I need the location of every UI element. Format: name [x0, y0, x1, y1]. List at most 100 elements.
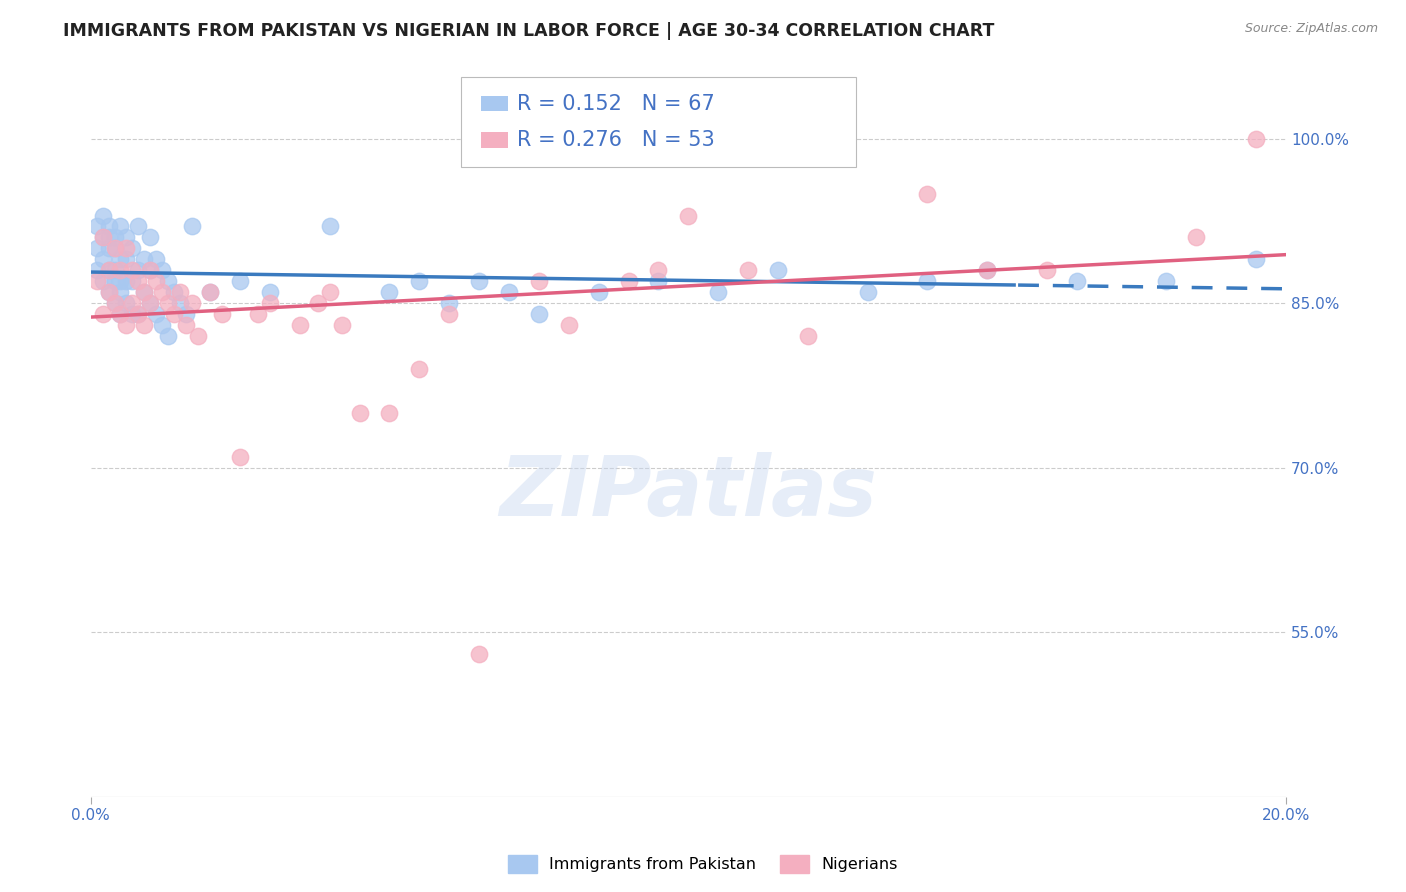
Point	[127, 307, 149, 321]
Point	[139, 263, 162, 277]
Point	[157, 274, 180, 288]
Point	[121, 296, 143, 310]
Point	[150, 263, 173, 277]
Point	[1244, 132, 1267, 146]
Point	[163, 285, 186, 300]
Point	[527, 274, 550, 288]
Point	[198, 285, 221, 300]
Point	[181, 296, 204, 310]
Point	[1036, 263, 1059, 277]
Point	[1244, 252, 1267, 267]
Point	[134, 285, 156, 300]
Point	[103, 241, 125, 255]
Point	[139, 296, 162, 310]
Point	[1066, 274, 1088, 288]
Point	[145, 307, 167, 321]
Point	[127, 274, 149, 288]
Point	[134, 318, 156, 333]
Point	[181, 219, 204, 234]
Point	[110, 252, 132, 267]
Point	[187, 329, 209, 343]
Point	[558, 318, 581, 333]
Point	[103, 241, 125, 255]
Point	[121, 274, 143, 288]
Point	[307, 296, 329, 310]
Text: R = 0.152   N = 67: R = 0.152 N = 67	[517, 94, 716, 113]
Point	[174, 307, 197, 321]
Point	[647, 263, 669, 277]
Point	[174, 318, 197, 333]
FancyBboxPatch shape	[481, 95, 508, 112]
Point	[349, 406, 371, 420]
Point	[97, 285, 120, 300]
Text: IMMIGRANTS FROM PAKISTAN VS NIGERIAN IN LABOR FORCE | AGE 30-34 CORRELATION CHAR: IMMIGRANTS FROM PAKISTAN VS NIGERIAN IN …	[63, 22, 994, 40]
Point	[378, 406, 401, 420]
Point	[121, 241, 143, 255]
Point	[97, 219, 120, 234]
Point	[91, 307, 114, 321]
Point	[110, 219, 132, 234]
Point	[1185, 230, 1208, 244]
Point	[588, 285, 610, 300]
Point	[408, 362, 430, 376]
Point	[127, 307, 149, 321]
Point	[318, 285, 340, 300]
Point	[91, 252, 114, 267]
Point	[917, 274, 939, 288]
Point	[145, 274, 167, 288]
Point	[246, 307, 269, 321]
Point	[91, 274, 114, 288]
Point	[103, 263, 125, 277]
Point	[976, 263, 998, 277]
Point	[707, 285, 730, 300]
Point	[86, 274, 108, 288]
Point	[737, 263, 759, 277]
Point	[797, 329, 820, 343]
Point	[288, 318, 311, 333]
Point	[91, 230, 114, 244]
Text: Source: ZipAtlas.com: Source: ZipAtlas.com	[1244, 22, 1378, 36]
Point	[766, 263, 789, 277]
Text: ZIPatlas: ZIPatlas	[499, 452, 877, 533]
Point	[157, 296, 180, 310]
Point	[134, 285, 156, 300]
Point	[439, 296, 461, 310]
Point	[115, 252, 138, 267]
Point	[115, 241, 138, 255]
Point	[110, 285, 132, 300]
FancyBboxPatch shape	[481, 132, 508, 148]
Point	[91, 230, 114, 244]
Point	[103, 296, 125, 310]
Point	[110, 274, 132, 288]
Point	[127, 263, 149, 277]
Point	[86, 219, 108, 234]
Point	[617, 274, 640, 288]
Point	[110, 263, 132, 277]
Point	[139, 263, 162, 277]
Point	[115, 230, 138, 244]
Point	[439, 307, 461, 321]
Point	[211, 307, 233, 321]
Point	[115, 274, 138, 288]
Point	[259, 296, 281, 310]
Point	[468, 274, 491, 288]
Point	[150, 318, 173, 333]
Point	[976, 263, 998, 277]
Point	[115, 318, 138, 333]
Point	[97, 263, 120, 277]
Point	[103, 274, 125, 288]
Point	[97, 263, 120, 277]
Point	[229, 450, 252, 464]
Point	[527, 307, 550, 321]
Point	[856, 285, 879, 300]
Point	[259, 285, 281, 300]
Point	[169, 296, 191, 310]
Point	[110, 307, 132, 321]
Point	[198, 285, 221, 300]
Point	[678, 209, 700, 223]
Point	[97, 230, 120, 244]
Point	[121, 307, 143, 321]
FancyBboxPatch shape	[461, 77, 856, 167]
Point	[103, 296, 125, 310]
Text: R = 0.276   N = 53: R = 0.276 N = 53	[517, 130, 716, 150]
